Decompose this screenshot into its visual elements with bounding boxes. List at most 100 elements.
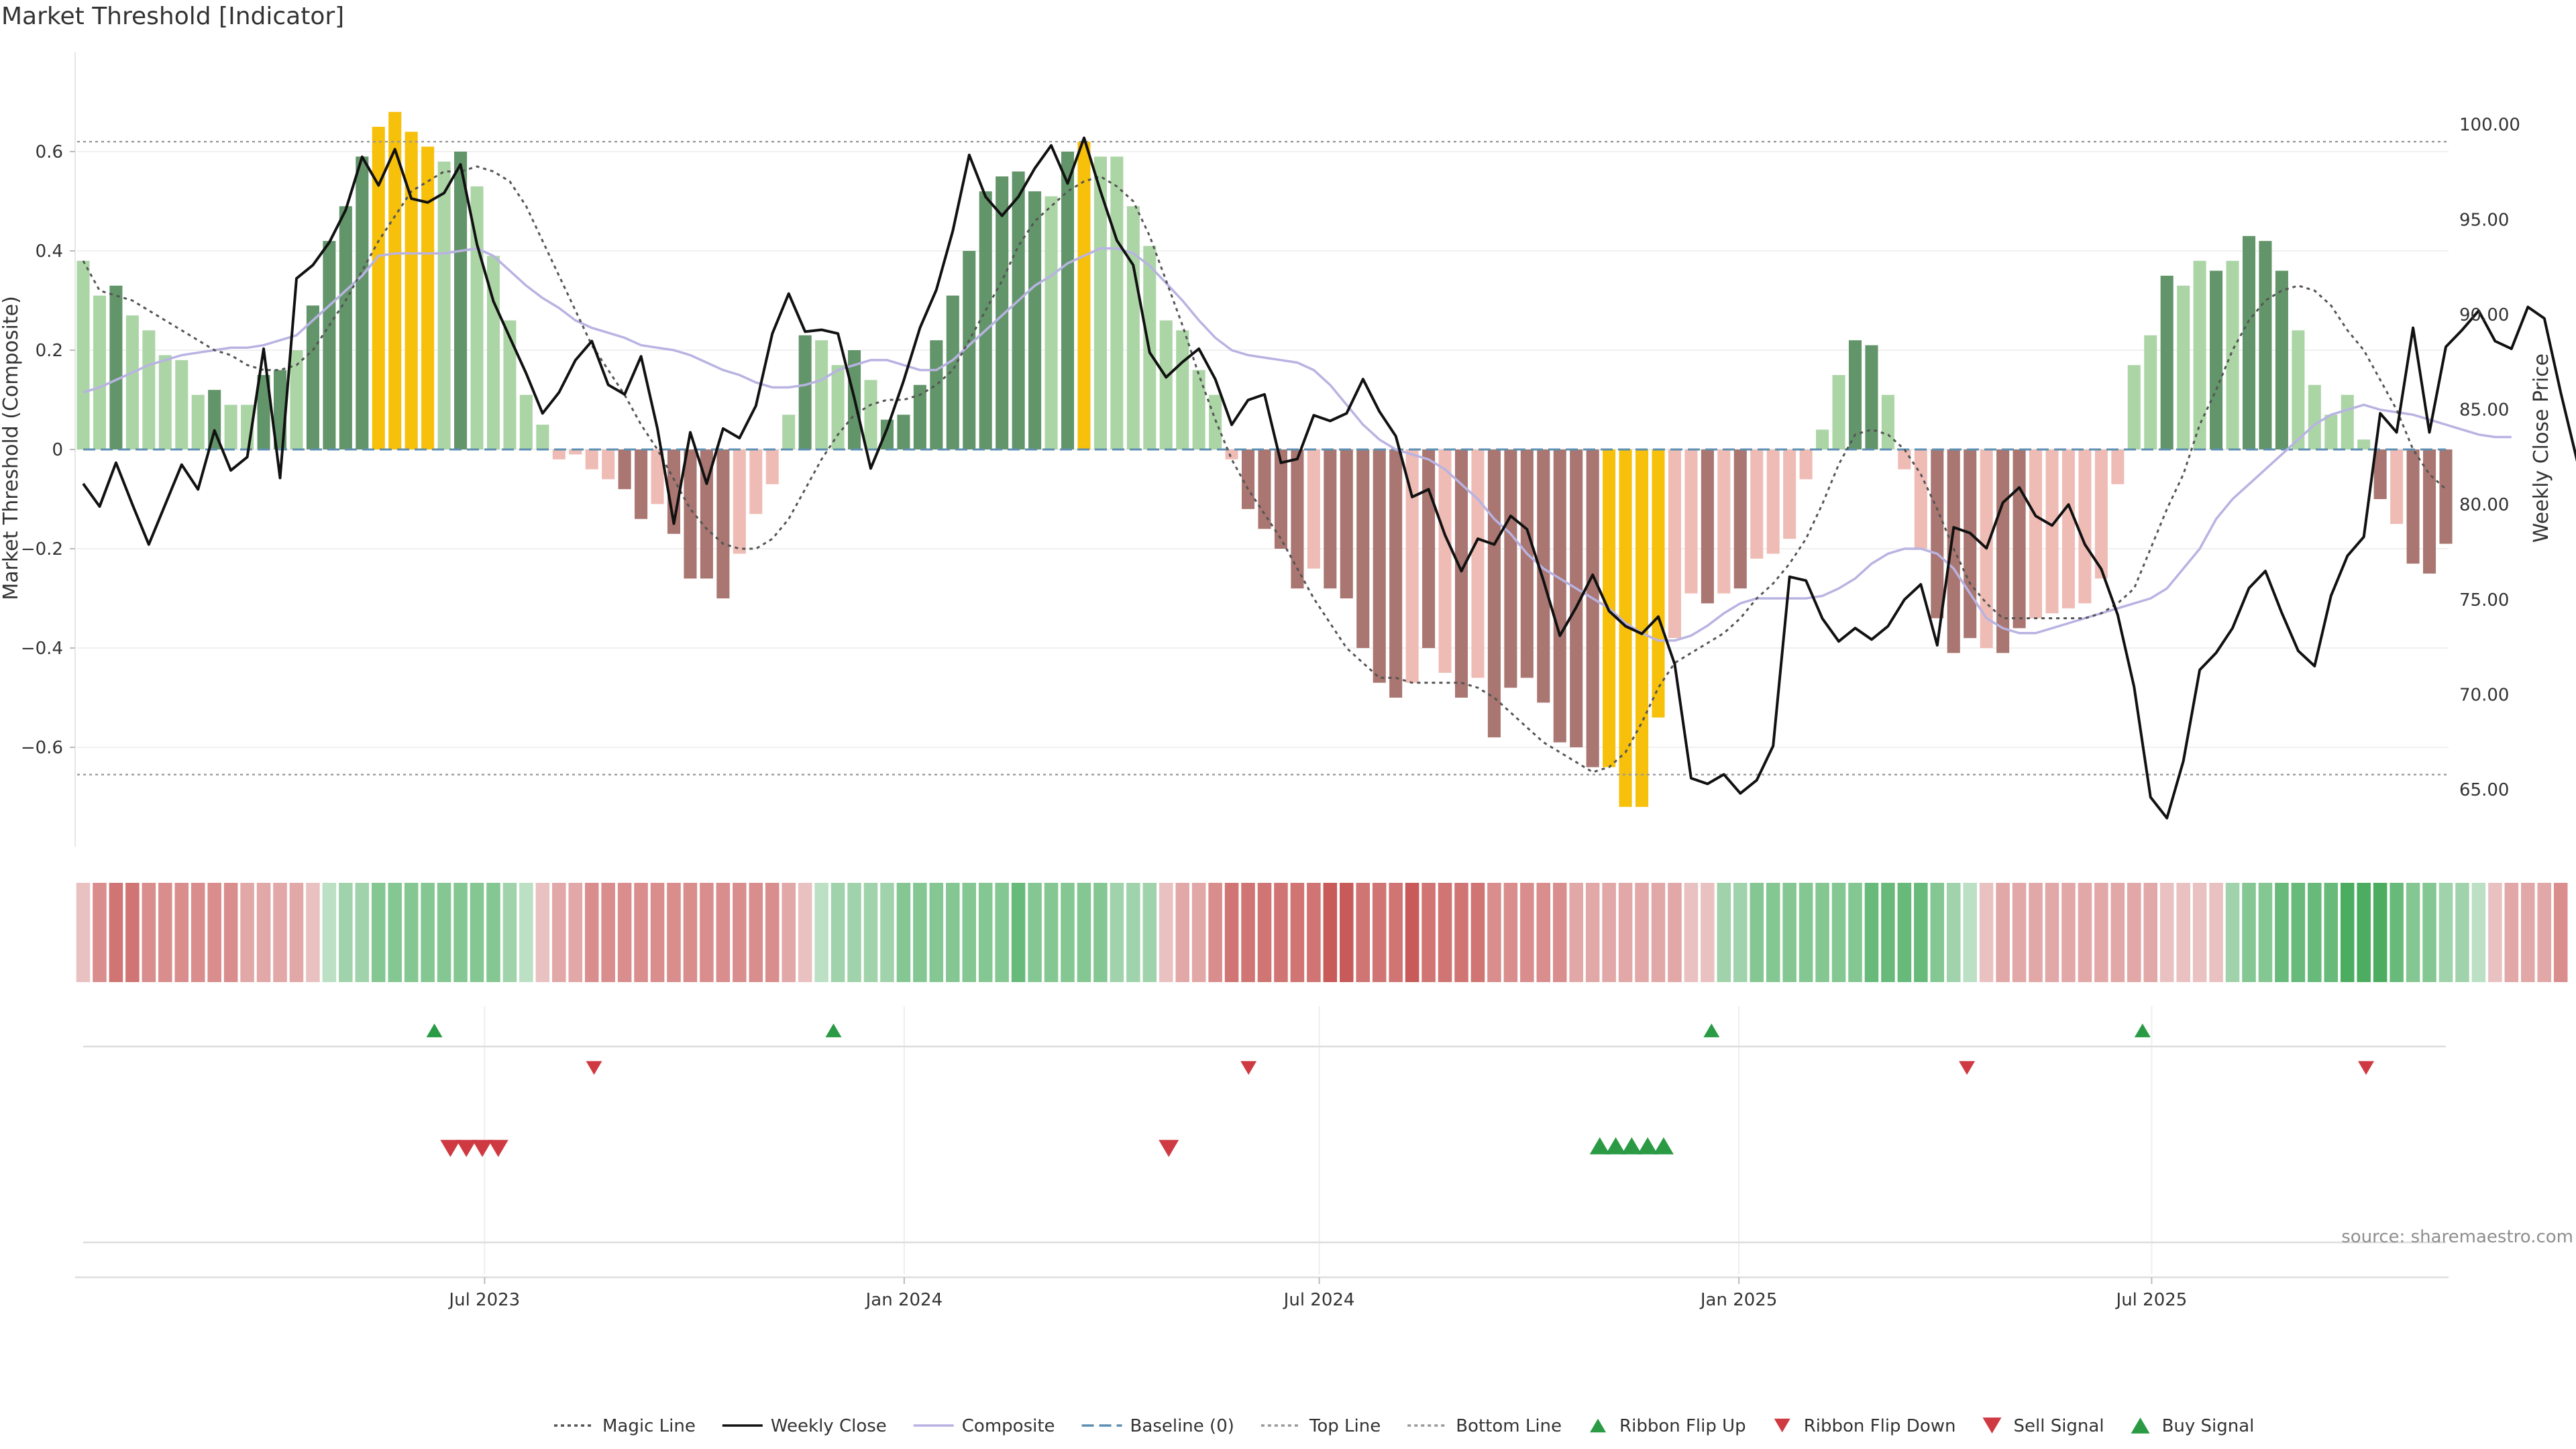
composite-bar	[1668, 449, 1681, 639]
composite-bar	[2390, 449, 2404, 524]
ribbon-cell	[1963, 883, 1977, 982]
ribbon-cell	[2143, 883, 2158, 982]
composite-bar	[1389, 449, 1403, 698]
composite-bar	[372, 127, 385, 449]
composite-bar	[1126, 206, 1140, 449]
ribbon-cell	[584, 883, 599, 982]
composite-bar	[1044, 196, 1058, 449]
legend-label: Baseline (0)	[1130, 1416, 1234, 1436]
ribbon-flip-down-marker	[586, 1061, 602, 1075]
composite-bar	[2210, 270, 2223, 449]
ribbon-cell	[896, 883, 911, 982]
composite-bar	[815, 340, 828, 449]
ribbon-cell	[1159, 883, 1173, 982]
ribbon-flip-up-marker	[1703, 1023, 1720, 1038]
composite-bar	[2308, 384, 2321, 449]
composite-bar	[2029, 449, 2043, 619]
ribbon-cell	[125, 883, 140, 982]
x-tick-label: Jul 2023	[447, 1290, 520, 1310]
composite-bar	[1947, 449, 1960, 653]
ribbon-cell	[1438, 883, 1452, 982]
composite-bar	[1619, 449, 1632, 807]
ribbon-cell	[2242, 883, 2256, 982]
composite-bar	[306, 305, 319, 449]
composite-bar	[2144, 335, 2157, 449]
composite-bar	[2160, 276, 2174, 449]
ribbon-cell	[1503, 883, 1518, 982]
ribbon-cell	[929, 883, 944, 982]
ribbon-cell	[1224, 883, 1239, 982]
composite-bar	[486, 256, 500, 449]
composite-bar	[1405, 449, 1419, 683]
ribbon-cell	[1372, 883, 1387, 982]
ribbon-cell	[1340, 883, 1354, 982]
ribbon-cell	[1257, 883, 1272, 982]
ribbon-cell	[1110, 883, 1124, 982]
ribbon-cell	[339, 883, 353, 982]
ribbon-strip	[76, 883, 2568, 982]
composite-bar	[388, 111, 402, 450]
sell-signal-marker	[440, 1140, 461, 1157]
composite-bar	[2275, 270, 2288, 449]
composite-bar	[208, 390, 221, 449]
composite-bar	[1848, 340, 1862, 449]
ribbon-cell	[782, 883, 796, 982]
composite-bar	[437, 161, 451, 450]
composite-bar	[1816, 429, 1829, 449]
legend-label: Top Line	[1309, 1416, 1381, 1436]
ribbon-cell	[995, 883, 1009, 982]
composite-bar	[421, 146, 435, 449]
ribbon-cell	[2406, 883, 2420, 982]
composite-bar	[2341, 394, 2354, 449]
composite-bar	[1028, 191, 1042, 449]
composite-bar	[749, 449, 763, 515]
ribbon-cell	[2094, 883, 2108, 982]
ribbon-cell	[1766, 883, 1780, 982]
composite-bar	[1733, 449, 1747, 589]
ribbon-cell	[1191, 883, 1206, 982]
buy-signal-marker	[1638, 1137, 1658, 1155]
y2-tick-label: 85.00	[2459, 400, 2509, 421]
ribbon-cell	[519, 883, 533, 982]
axes: 0.6 0.4 0.2 0 −0.2 −0.4 −0.6 100.00 95.00 90.00 85…	[21, 52, 2520, 1310]
buy-signal-marker	[1589, 1137, 1610, 1155]
ribbon-cell	[421, 883, 435, 982]
ribbon-cell	[2225, 883, 2240, 982]
composite-bar	[1454, 449, 1468, 698]
composite-bar	[1931, 449, 1944, 619]
composite-bar	[1471, 449, 1485, 678]
composite-bar	[1914, 449, 1927, 549]
ribbon-cell	[142, 883, 156, 982]
composite-bar	[1258, 449, 1271, 529]
y2-tick-label: 80.00	[2459, 495, 2509, 515]
y-tick-label: 0.4	[36, 241, 63, 262]
composite-bar	[339, 206, 352, 449]
ribbon-cell	[256, 883, 271, 982]
composite-bar	[733, 449, 746, 554]
ribbon-cell	[2029, 883, 2043, 982]
ribbon-cell	[2291, 883, 2306, 982]
composite-bar	[1356, 449, 1370, 648]
x-tick-label: Jan 2025	[1699, 1290, 1778, 1310]
composite-bar	[1553, 449, 1566, 743]
composite-bar	[1159, 320, 1173, 449]
ribbon-cell	[437, 883, 451, 982]
legend-swatch	[2131, 1417, 2150, 1434]
composite-bar	[1881, 394, 1894, 449]
composite-bar	[142, 330, 156, 449]
ribbon-cell	[404, 883, 419, 982]
sell-signal-marker	[472, 1140, 492, 1157]
buy-signal-marker	[1605, 1137, 1626, 1155]
ribbon-flip-down-marker	[1240, 1061, 1257, 1075]
composite-bar	[1799, 449, 1813, 480]
ribbon-cell	[1979, 883, 1994, 982]
legend-label: Ribbon Flip Down	[1804, 1416, 1956, 1436]
ribbon-cell	[470, 883, 484, 982]
y-tick-label: −0.2	[21, 539, 63, 559]
legend-label: Bottom Line	[1456, 1416, 1562, 1436]
x-tick-label: Jan 2024	[865, 1290, 943, 1310]
composite-bar	[765, 449, 779, 484]
ribbon-cell	[1208, 883, 1222, 982]
x-tick-label: Jul 2025	[2115, 1290, 2188, 1310]
ribbon-cell	[306, 883, 320, 982]
